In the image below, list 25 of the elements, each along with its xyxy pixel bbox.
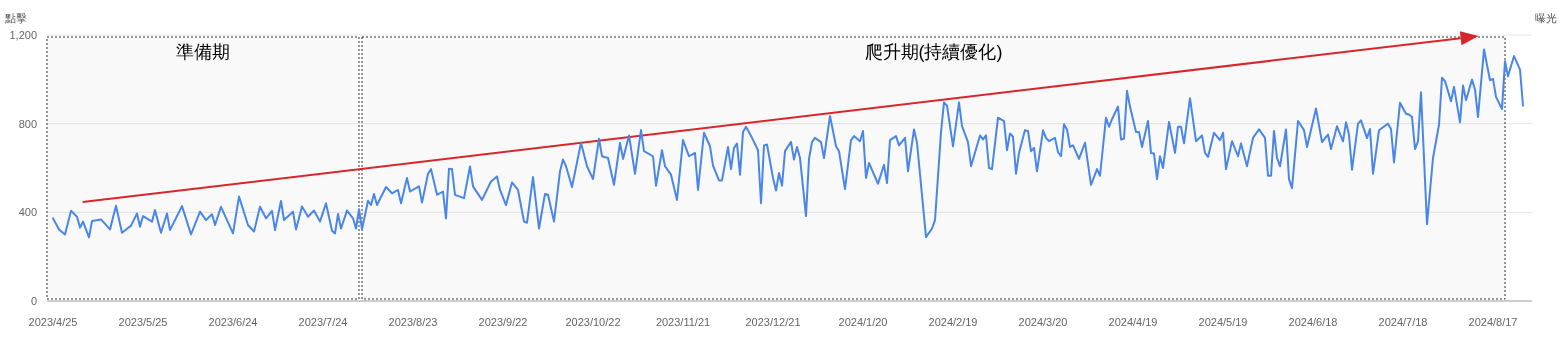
y-tick-label: 1,200 bbox=[9, 29, 37, 41]
band-label: 爬升期(持續優化) bbox=[864, 42, 1003, 62]
y-tick-label: 0 bbox=[30, 295, 37, 307]
x-tick-label: 2024/7/18 bbox=[1378, 316, 1428, 328]
x-tick-label: 2023/7/24 bbox=[298, 316, 348, 328]
y2-axis-title: 曝光 bbox=[1535, 12, 1557, 24]
y-tick-label: 800 bbox=[18, 117, 37, 130]
x-tick-label: 2023/4/25 bbox=[28, 316, 78, 328]
x-tick-label: 2024/2/19 bbox=[928, 316, 978, 328]
x-tick-label: 2024/4/19 bbox=[1108, 316, 1158, 328]
x-tick-label: 2024/8/17 bbox=[1468, 316, 1518, 328]
x-tick-label: 2023/5/25 bbox=[118, 316, 168, 328]
x-tick-label: 2023/6/24 bbox=[208, 316, 258, 328]
x-tick-label: 2023/11/21 bbox=[655, 316, 711, 328]
x-tick-label: 2023/9/22 bbox=[478, 316, 528, 328]
x-tick-label: 2024/6/18 bbox=[1288, 316, 1338, 328]
x-tick-label: 2023/12/21 bbox=[745, 316, 801, 328]
y-tick-label: 400 bbox=[18, 206, 37, 219]
x-tick-label: 2024/1/20 bbox=[838, 316, 888, 328]
x-tick-label: 2024/3/20 bbox=[1018, 316, 1068, 328]
y-axis-title: 點擊 bbox=[4, 12, 27, 24]
band-label: 準備期 bbox=[176, 42, 230, 62]
x-tick-label: 2023/8/23 bbox=[388, 316, 438, 328]
x-tick-label: 2023/10/22 bbox=[565, 316, 621, 328]
x-tick-label: 2024/5/19 bbox=[1198, 316, 1248, 328]
